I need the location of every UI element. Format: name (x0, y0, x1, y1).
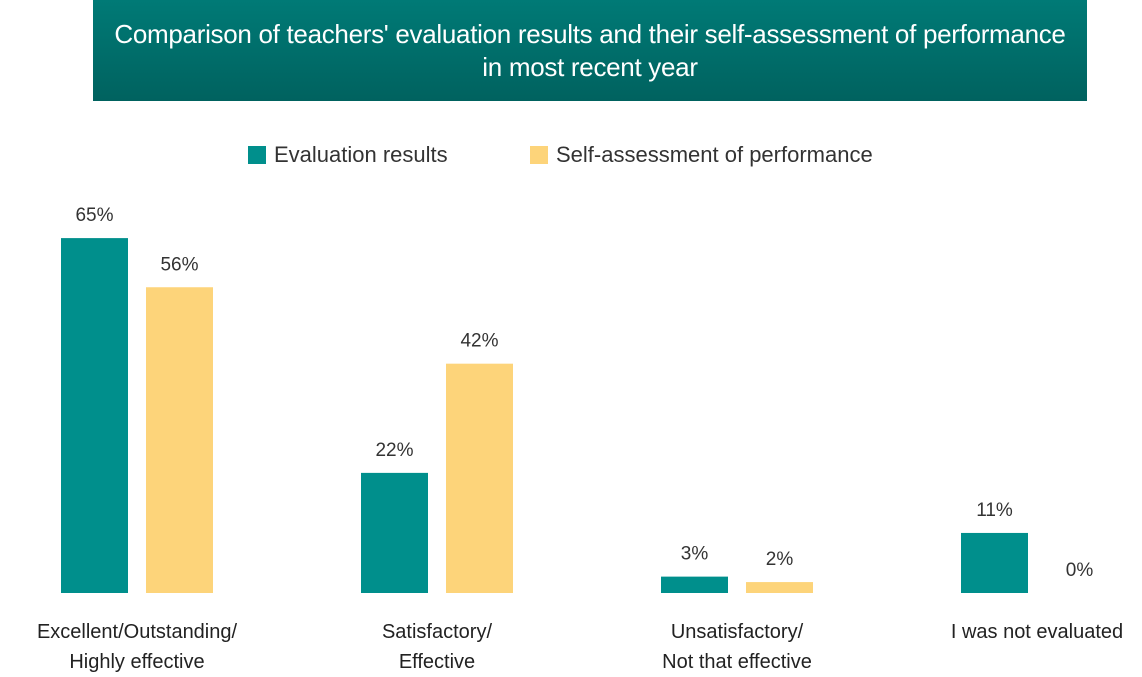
bar (961, 532, 1028, 593)
x-tick-label: Excellent/Outstanding/ Highly effective (36, 621, 238, 673)
bar (661, 576, 728, 593)
data-label: 42% (460, 331, 498, 352)
bar (361, 472, 428, 593)
data-label: 65% (75, 205, 113, 226)
bar (61, 238, 128, 593)
bar (446, 363, 513, 593)
legend-label: Evaluation results (274, 142, 448, 167)
data-label: 22% (375, 440, 413, 461)
x-tick-label: I was not evaluated (950, 621, 1124, 643)
chart-title: Comparison of teachers' evaluation resul… (93, 0, 1087, 101)
data-label: 2% (766, 549, 794, 570)
bar (146, 287, 213, 593)
data-label: 11% (976, 500, 1013, 521)
data-label: 56% (160, 254, 198, 275)
x-tick-label: Satisfactory/ Effective (381, 621, 493, 673)
bar (746, 582, 813, 593)
data-label: 3% (681, 544, 709, 565)
legend-label: Self-assessment of performance (556, 142, 873, 167)
data-label: 0% (1066, 560, 1094, 581)
legend-swatch (530, 146, 548, 164)
x-tick-label: Unsatisfactory/ Not that effective (662, 621, 812, 673)
legend-swatch (248, 146, 266, 164)
